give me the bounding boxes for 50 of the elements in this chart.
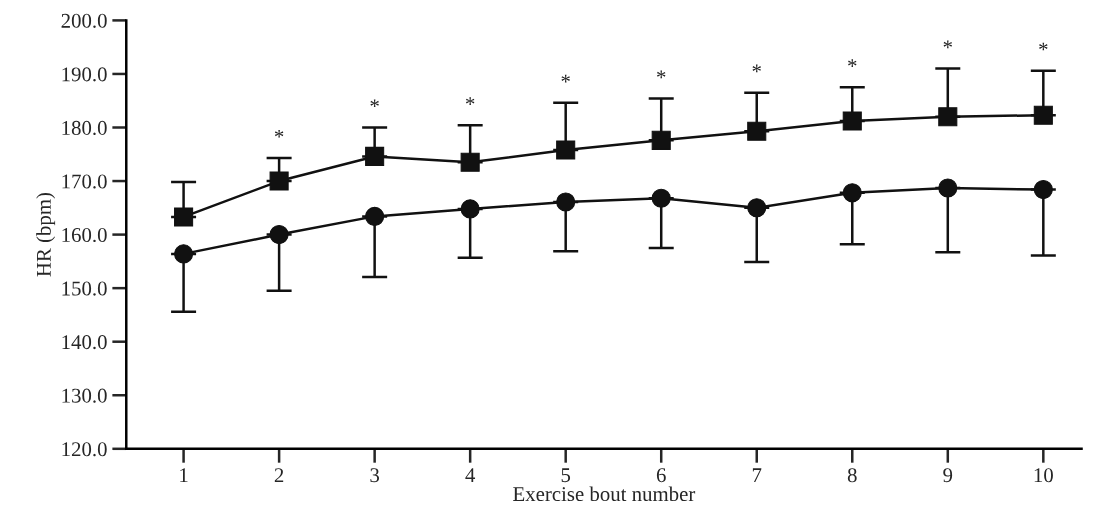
x-axis-title: Exercise bout number (513, 486, 696, 502)
point (1033, 180, 1053, 200)
point (556, 192, 576, 212)
annotation: * (465, 97, 475, 105)
annotation: * (370, 99, 379, 108)
y-tick-label: 140.0 (62, 335, 107, 350)
y-tick-label: 170.0 (62, 174, 107, 189)
y-tick-label: 150.0 (62, 281, 107, 296)
annotation: * (752, 64, 761, 73)
x-tick-label: 1 (180, 468, 188, 483)
annotation: * (561, 74, 570, 83)
point (747, 121, 767, 141)
annotation: * (943, 40, 953, 49)
x-tick-label: 10 (1034, 468, 1053, 483)
annotation: * (274, 129, 284, 138)
point (938, 107, 958, 127)
point (651, 188, 671, 208)
x-tick-label: 6 (656, 468, 666, 483)
annotation: * (848, 59, 857, 67)
point (747, 198, 767, 218)
annotation: * (1039, 42, 1048, 51)
y-tick-label: 190.0 (62, 67, 107, 82)
annotation: * (657, 70, 666, 79)
point (938, 178, 958, 198)
point (460, 199, 480, 219)
x-tick-label: 7 (752, 468, 762, 483)
y-tick-label: 180.0 (62, 120, 107, 136)
y-axis-title: HR (bpm) (36, 192, 56, 277)
point (651, 130, 671, 150)
point (842, 111, 862, 131)
point (460, 152, 480, 172)
x-tick-label: 3 (370, 468, 380, 483)
point (365, 146, 385, 166)
x-tick-label: 8 (847, 468, 857, 483)
point (174, 207, 194, 227)
y-tick-label: 200.0 (61, 13, 107, 28)
x-tick-label: 5 (561, 468, 571, 483)
point (365, 206, 385, 226)
y-tick-label: 160.0 (62, 227, 107, 243)
point (269, 225, 289, 245)
x-tick-label: 2 (274, 468, 284, 483)
point (842, 183, 862, 203)
x-tick-label: 4 (465, 468, 476, 483)
point (556, 140, 576, 160)
point (1033, 105, 1053, 125)
x-tick-label: 9 (943, 468, 953, 483)
y-tick-label: 120.0 (62, 442, 107, 457)
point (174, 244, 194, 264)
point (269, 171, 289, 191)
y-tick-label: 130.0 (62, 388, 107, 403)
